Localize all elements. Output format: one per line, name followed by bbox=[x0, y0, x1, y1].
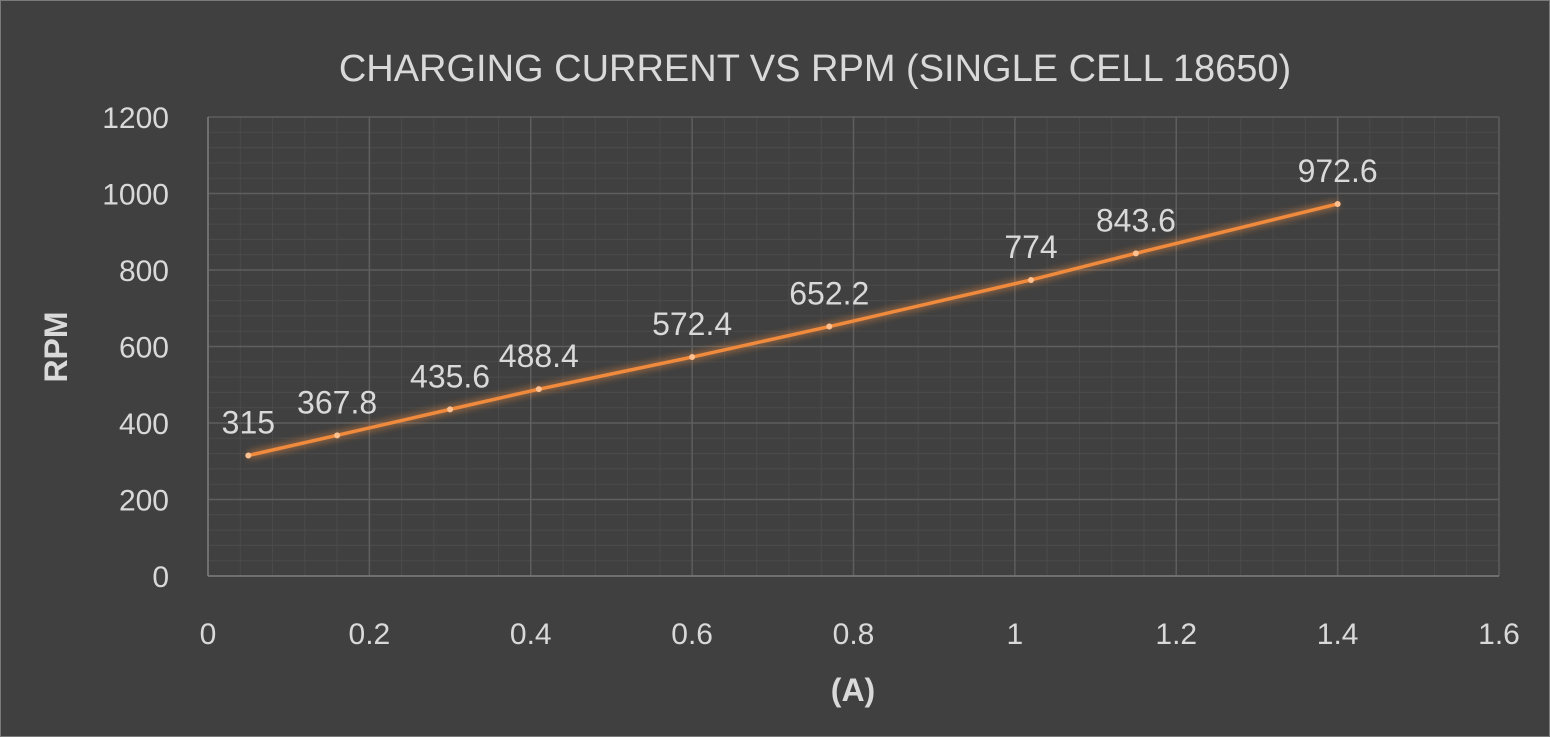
data-point bbox=[245, 452, 252, 459]
data-point bbox=[535, 386, 542, 393]
data-point bbox=[1028, 276, 1035, 283]
x-tick-label: 0.2 bbox=[349, 618, 391, 651]
x-tick-label: 0.8 bbox=[833, 618, 875, 651]
y-tick-label: 400 bbox=[119, 408, 169, 441]
data-label: 652.2 bbox=[789, 276, 869, 312]
y-tick-label: 800 bbox=[119, 255, 169, 288]
data-point bbox=[447, 406, 454, 413]
y-tick-label: 200 bbox=[119, 485, 169, 518]
data-label: 774 bbox=[1004, 229, 1057, 265]
data-label: 435.6 bbox=[410, 358, 490, 394]
x-tick-label: 0.6 bbox=[671, 618, 713, 651]
data-label: 972.6 bbox=[1298, 153, 1378, 189]
y-tick-label: 600 bbox=[119, 332, 169, 365]
x-tick-label: 1.6 bbox=[1478, 618, 1520, 651]
data-label: 488.4 bbox=[499, 338, 579, 374]
tick-labels: 0 0.2 0.4 0.6 0.8 1 1.2 1.4 1.6 0 200 400 600 800 1000… bbox=[102, 102, 1520, 651]
series-line bbox=[247, 202, 1339, 458]
x-tick-label: 0 bbox=[200, 618, 217, 651]
y-axis-label: RPM bbox=[38, 311, 74, 382]
data-point bbox=[1132, 250, 1139, 257]
chart-title: CHARGING CURRENT VS RPM (SINGLE CELL 186… bbox=[339, 48, 1291, 90]
data-label: 843.6 bbox=[1096, 202, 1176, 238]
x-tick-label: 0.4 bbox=[510, 618, 552, 651]
x-axis-label: (A) bbox=[831, 672, 875, 708]
grid bbox=[207, 116, 1500, 577]
y-tick-label: 1200 bbox=[102, 102, 169, 135]
data-label: 572.4 bbox=[652, 306, 732, 342]
data-point bbox=[334, 432, 341, 439]
x-tick-label: 1.2 bbox=[1155, 618, 1197, 651]
x-tick-label: 1.4 bbox=[1317, 618, 1359, 651]
y-tick-label: 1000 bbox=[102, 179, 169, 212]
x-tick-label: 1 bbox=[1007, 618, 1024, 651]
data-point bbox=[826, 323, 833, 330]
y-tick-label: 0 bbox=[152, 561, 169, 594]
data-point bbox=[689, 354, 696, 361]
data-label: 315 bbox=[222, 405, 275, 441]
data-label: 367.8 bbox=[297, 384, 377, 420]
data-point bbox=[1334, 200, 1341, 207]
